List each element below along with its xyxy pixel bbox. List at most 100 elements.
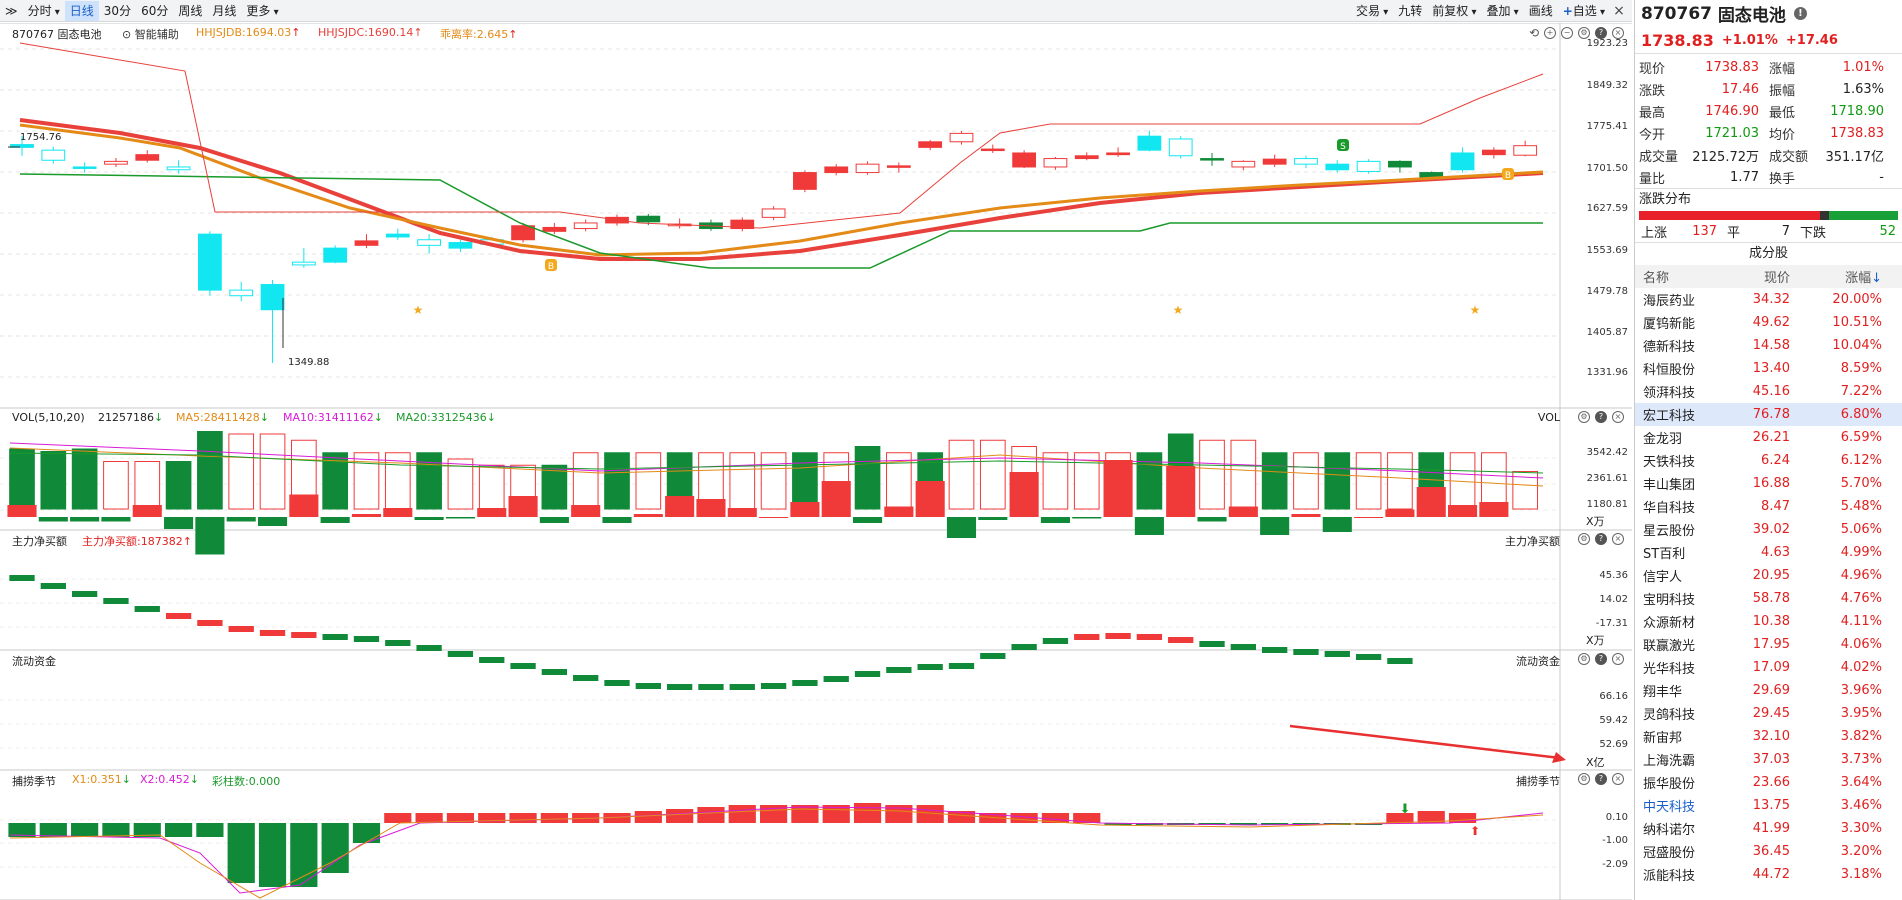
list-item[interactable]: 领湃科技 45.16 7.22%	[1635, 380, 1902, 403]
tab-more[interactable]: 更多	[241, 1, 283, 21]
zoom-in-icon[interactable]: +	[1544, 27, 1556, 39]
fuquan-dropdown[interactable]: 前复权	[1427, 1, 1481, 21]
list-item[interactable]: 灵鸽科技 29.45 3.95%	[1635, 702, 1902, 725]
help-icon[interactable]: ?	[1595, 27, 1607, 39]
candle-body	[10, 144, 34, 148]
list-item[interactable]: 厦钨新能 49.62 10.51%	[1635, 311, 1902, 334]
list-item[interactable]: 科恒股份 13.40 8.59%	[1635, 357, 1902, 380]
tab-daily[interactable]: 日线	[64, 0, 99, 21]
close-panel-icon[interactable]: ×	[1612, 411, 1624, 423]
liquidity-bar	[1199, 641, 1225, 647]
flow-bar	[1197, 517, 1227, 522]
smart-assist-toggle[interactable]: ⊙ 智能辅助	[122, 26, 179, 42]
star-icon: ★	[413, 303, 424, 317]
col-change[interactable]: 涨幅↓	[1790, 267, 1888, 286]
trade-button[interactable]: 交易	[1351, 1, 1393, 21]
info-icon[interactable]: !	[1793, 7, 1807, 20]
list-item[interactable]: 冠盛股份 36.45 3.20%	[1635, 840, 1902, 863]
jiuzhuan-button[interactable]: 九转	[1398, 4, 1423, 18]
list-item[interactable]: 信宇人 20.95 4.96%	[1635, 564, 1902, 587]
list-item[interactable]: 丰山集团 16.88 5.70%	[1635, 472, 1902, 495]
dist-bar	[1639, 211, 1898, 220]
buy-marker	[545, 259, 557, 271]
close-panel-icon[interactable]: ×	[1612, 773, 1624, 785]
volume-bar	[1355, 452, 1382, 510]
close-panel-icon[interactable]: ×	[1612, 653, 1624, 665]
list-item[interactable]: 派能科技 44.72 3.18%	[1635, 863, 1902, 886]
settings-icon[interactable]: ⚙	[1578, 773, 1590, 785]
list-item[interactable]: 宝明科技 58.78 4.76%	[1635, 587, 1902, 610]
list-item[interactable]: 华自科技 8.47 5.48%	[1635, 495, 1902, 518]
tab-fenshi[interactable]: 分时	[23, 1, 65, 21]
stock-name-cell: 海辰药业	[1643, 294, 1696, 309]
help-icon[interactable]: ?	[1595, 411, 1607, 423]
flow-bar	[571, 505, 601, 517]
liquidity-bar	[1324, 651, 1350, 657]
settings-icon[interactable]: ⚙	[1578, 653, 1590, 665]
y-tick: -17.31	[1595, 618, 1628, 629]
settings-icon[interactable]: ⚙	[1578, 411, 1590, 423]
tab-monthly[interactable]: 月线	[212, 3, 237, 18]
flow-bar	[1354, 517, 1384, 518]
list-item[interactable]: 新宙邦 32.10 3.82%	[1635, 725, 1902, 748]
tab-weekly[interactable]: 周线	[178, 3, 203, 18]
close-panel-icon[interactable]: ×	[1612, 27, 1624, 39]
list-item[interactable]: 德新科技 14.58 10.04%	[1635, 334, 1902, 357]
list-item[interactable]: ST百利 4.63 4.99%	[1635, 541, 1902, 564]
stock-name-cell: 科恒股份	[1643, 363, 1696, 378]
close-panel-icon[interactable]: ×	[1612, 533, 1624, 545]
flow-bar	[790, 502, 820, 517]
ind-hhjsjdb-value: HHJSJDB:1694.03	[196, 26, 292, 39]
flow-bar	[978, 517, 1008, 520]
expand-icon[interactable]: ≫	[5, 3, 18, 18]
settings-icon[interactable]: ⚙	[1578, 533, 1590, 545]
tab-60min[interactable]: 60分	[141, 3, 169, 18]
list-item[interactable]: 翔丰华 29.69 3.96%	[1635, 679, 1902, 702]
help-icon[interactable]: ?	[1595, 533, 1607, 545]
list-item[interactable]: 纳科诺尔 41.99 3.30%	[1635, 817, 1902, 840]
close-icon[interactable]: ×	[1613, 3, 1625, 19]
kline-chart-area[interactable]: B B S ★ ★ ★ ⬇ ⬆ 870767 固态电池 ⊙ 智能辅助 HHJSJDB:1694…	[0, 23, 1632, 900]
stock-name-cell: 振华股份	[1643, 777, 1696, 792]
vol-value-text: 21257186	[98, 411, 154, 424]
col-price[interactable]: 现价	[1763, 271, 1790, 286]
add-watchlist-button[interactable]: +自选	[1558, 1, 1610, 21]
stock-change-cell: 5.06%	[1840, 522, 1882, 537]
stock-change-cell: 5.70%	[1840, 476, 1882, 491]
list-item[interactable]: 上海洗霸 37.03 3.73%	[1635, 748, 1902, 771]
flow-value: 主力净买额:187382↑	[82, 533, 192, 549]
liquidity-bar	[510, 663, 536, 669]
list-item[interactable]: 天铁科技 6.24 6.12%	[1635, 449, 1902, 472]
flow-bar	[70, 517, 100, 522]
list-item[interactable]: 海辰药业 34.32 20.00%	[1635, 288, 1902, 311]
help-icon[interactable]: ?	[1595, 773, 1607, 785]
settings-icon[interactable]: ⚙	[1578, 27, 1590, 39]
list-item[interactable]: 联赢激光 17.95 4.06%	[1635, 633, 1902, 656]
flow-bar	[602, 517, 632, 523]
flow-bar	[821, 481, 851, 517]
col-name[interactable]: 名称	[1643, 271, 1670, 286]
stock-name-cell: 德新科技	[1643, 340, 1696, 355]
list-item[interactable]: 振华股份 23.66 3.64%	[1635, 771, 1902, 794]
volume-bar	[71, 448, 98, 510]
list-item[interactable]: 星云股份 39.02 5.06%	[1635, 518, 1902, 541]
flow-bar	[633, 514, 663, 517]
season-panel-tools: ⚙? ×	[1578, 773, 1624, 785]
candle-body	[793, 172, 817, 190]
list-item[interactable]: 宏工科技 76.78 6.80%	[1635, 403, 1902, 426]
stock-change-cell: 3.95%	[1840, 706, 1882, 721]
zoom-out-icon[interactable]: −	[1561, 27, 1573, 39]
list-item[interactable]: 中天科技 13.75 3.46%	[1635, 794, 1902, 817]
list-item[interactable]: 众源新材 10.38 4.11%	[1635, 610, 1902, 633]
tab-30min[interactable]: 30分	[103, 3, 132, 18]
list-item[interactable]: 金龙羽 26.21 6.59%	[1635, 426, 1902, 449]
liquidity-bar	[447, 651, 474, 657]
season-bar	[1261, 823, 1289, 825]
draw-line-button[interactable]: 画线	[1528, 4, 1553, 18]
list-item[interactable]: 光华科技 17.09 4.02%	[1635, 656, 1902, 679]
refresh-icon[interactable]: ⟲	[1528, 26, 1539, 40]
overlay-dropdown[interactable]: 叠加	[1481, 1, 1523, 21]
buy-marker-text: B	[548, 262, 554, 272]
season-bar	[603, 813, 631, 823]
help-icon[interactable]: ?	[1595, 653, 1607, 665]
